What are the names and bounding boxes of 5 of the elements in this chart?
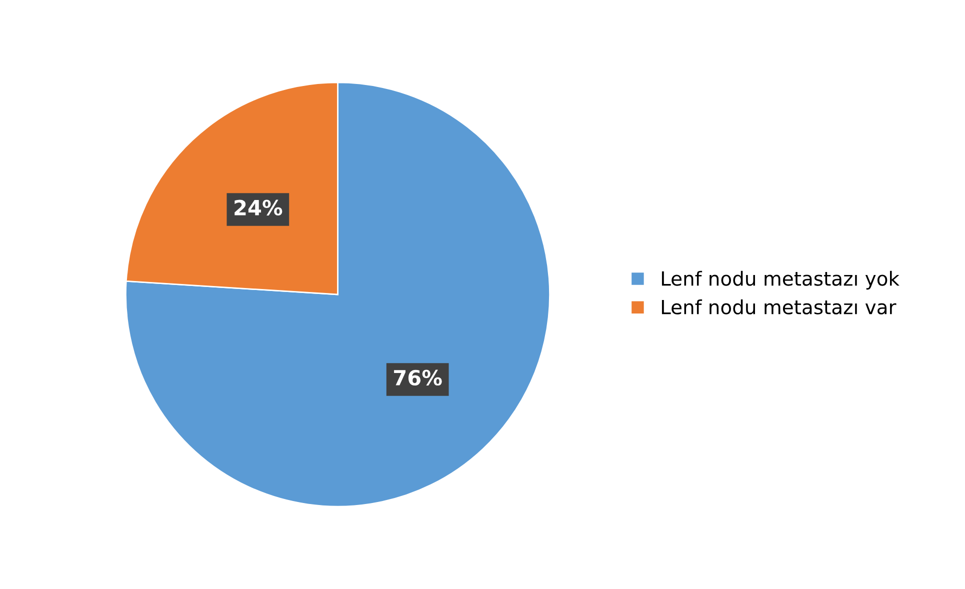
data-label: 24% <box>234 200 282 216</box>
pie-slice <box>125 82 550 508</box>
legend-label: Lenf nodu metastazı var <box>662 299 896 314</box>
data-label: 76% <box>394 370 442 386</box>
legend-label: Lenf nodu metastazı yok <box>662 270 900 290</box>
